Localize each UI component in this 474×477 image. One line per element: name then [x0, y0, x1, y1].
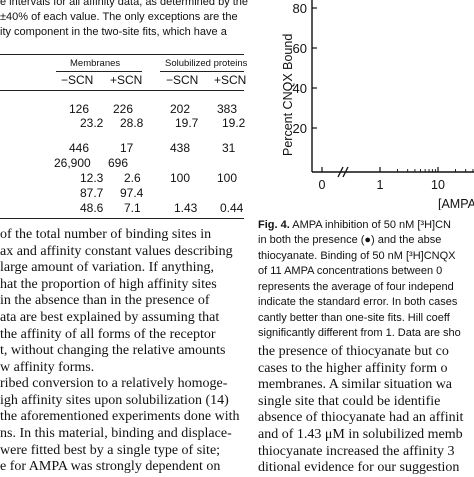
text-line: hat the proportion of high affinity site… — [0, 277, 217, 292]
table-cell: 26,900 — [54, 156, 91, 170]
table-cell: 23.2 — [80, 116, 104, 130]
text-line: ax and affinity constant values describi… — [0, 244, 233, 259]
caption-line: indicate the standard error. In both cas… — [258, 296, 458, 308]
table-note-line: ity component in the two-site fits, whic… — [0, 26, 227, 38]
table-cell: 100 — [217, 171, 238, 185]
table-cell: 48.6 — [80, 201, 104, 215]
table-note-line: ±40% of each value. The only exceptions … — [0, 11, 238, 23]
table-cell: 17 — [120, 141, 134, 155]
y-axis-label: Percent CNQX Bound — [281, 34, 295, 156]
y-tick-label: 40 — [293, 81, 307, 96]
table-cell: 446 — [69, 141, 90, 155]
table-cell: 0.44 — [220, 201, 244, 215]
column-header: +SCN — [110, 73, 143, 87]
caption-line: cantly better than one-site fits. Hill c… — [258, 312, 450, 324]
table-cell: 126 — [69, 102, 90, 116]
caption-line: significantly different from 1. Data are… — [258, 327, 461, 339]
column-header: −SCN — [61, 73, 94, 87]
text-line: the presence of thiocyanate but co — [258, 344, 449, 359]
table-top-rule — [0, 54, 244, 55]
table-cell: 696 — [108, 156, 129, 170]
table-cell: 438 — [170, 141, 191, 155]
group-header-solubilized: Solubilized proteins — [165, 58, 248, 69]
group-header-membranes: Membranes — [70, 58, 121, 69]
group-rule-solubilized — [160, 71, 244, 72]
table-cell: 28.8 — [120, 116, 144, 130]
text-line: t, without changing the relative amounts — [0, 343, 226, 358]
text-line: large amount of variation. If anything, — [0, 260, 214, 275]
text-line: thiocyanate increased the affinity 3 — [258, 444, 455, 459]
column-header: −SCN — [166, 73, 199, 87]
fig4-chart: Percent CNQX Bound [AMPA] 80 60 40 20 0 1 10 — [281, 0, 474, 210]
table-cell: 19.7 — [175, 116, 199, 130]
caption-line: thiocyanate. Binding of 50 nM [³H]CNQX — [258, 250, 456, 262]
text-line: w affinity forms. — [0, 360, 95, 375]
text-line: ata are best explained by assuming that — [0, 310, 220, 325]
text-line: of the total number of binding sites in — [0, 227, 212, 242]
table-cell: 100 — [170, 171, 191, 185]
text-line: and of 1.43 μM in solubilized memb — [258, 427, 463, 442]
table-cell: 202 — [170, 102, 191, 116]
table-cell: 19.2 — [222, 116, 246, 130]
x-axis-label: [AMPA] — [438, 197, 474, 210]
table-header-rule — [0, 90, 244, 91]
text-line: igh affinity sites upon solubilization (… — [0, 393, 229, 408]
axis-break-mark — [337, 166, 344, 178]
text-line: ditional evidence for our suggestion — [258, 460, 460, 475]
caption-line: Fig. 4. AMPA inhibition of 50 nM [³H]CN — [258, 218, 451, 234]
table-cell: 12.3 — [80, 171, 104, 185]
table-cell: 383 — [217, 102, 238, 116]
text-line: the aforementioned experiments done with — [0, 409, 240, 424]
table-cell: 2.6 — [124, 171, 141, 185]
table-cell: 87.7 — [80, 186, 104, 200]
axis-break-mark — [342, 166, 349, 178]
y-tick-label: 20 — [293, 121, 307, 136]
x-tick-label: 10 — [431, 178, 445, 192]
text-line: membranes. A similar situation wa — [258, 377, 453, 392]
table-note-line: e intervals for all affinity data, as de… — [0, 0, 249, 8]
table-cell: 7.1 — [124, 201, 141, 215]
table-cell: 31 — [222, 141, 236, 155]
table-cell: 1.43 — [174, 201, 198, 215]
table-cell: 97.4 — [120, 186, 144, 200]
table-cell: 226 — [113, 102, 134, 116]
text-line: the affinity of all forms of the recepto… — [0, 327, 216, 342]
text-line: single site that could be identifie — [258, 394, 441, 409]
caption-line: of 11 AMPA concentrations between 0 — [258, 265, 443, 277]
text-line: cases to the higher affinity form o — [258, 361, 448, 376]
table-bottom-rule — [0, 218, 244, 219]
caption-line: in both the presence (●) and the abse — [258, 234, 442, 246]
x-tick-label: 0 — [319, 178, 326, 192]
column-header: +SCN — [214, 73, 247, 87]
caption-line: represents the average of four independ — [258, 281, 454, 293]
caption-text: AMPA inhibition of 50 nM [³H]CN — [289, 219, 451, 231]
text-line: absence of thiocyanate had an affinit — [258, 410, 464, 425]
text-line: ribed conversion to a relatively homoge- — [0, 376, 228, 391]
text-line: were fitted best by a single type of sit… — [0, 443, 221, 458]
text-line: e for AMPA was strongly dependent on — [0, 459, 221, 474]
text-line: in the absence than in the presence of — [0, 293, 210, 308]
x-tick-label: 1 — [377, 178, 384, 192]
text-line: ns. In this material, binding and displa… — [0, 426, 232, 441]
group-rule-membranes — [56, 71, 142, 72]
y-tick-label: 80 — [293, 1, 307, 16]
caption-lead: Fig. 4. — [258, 219, 290, 231]
y-tick-label: 60 — [293, 41, 307, 56]
